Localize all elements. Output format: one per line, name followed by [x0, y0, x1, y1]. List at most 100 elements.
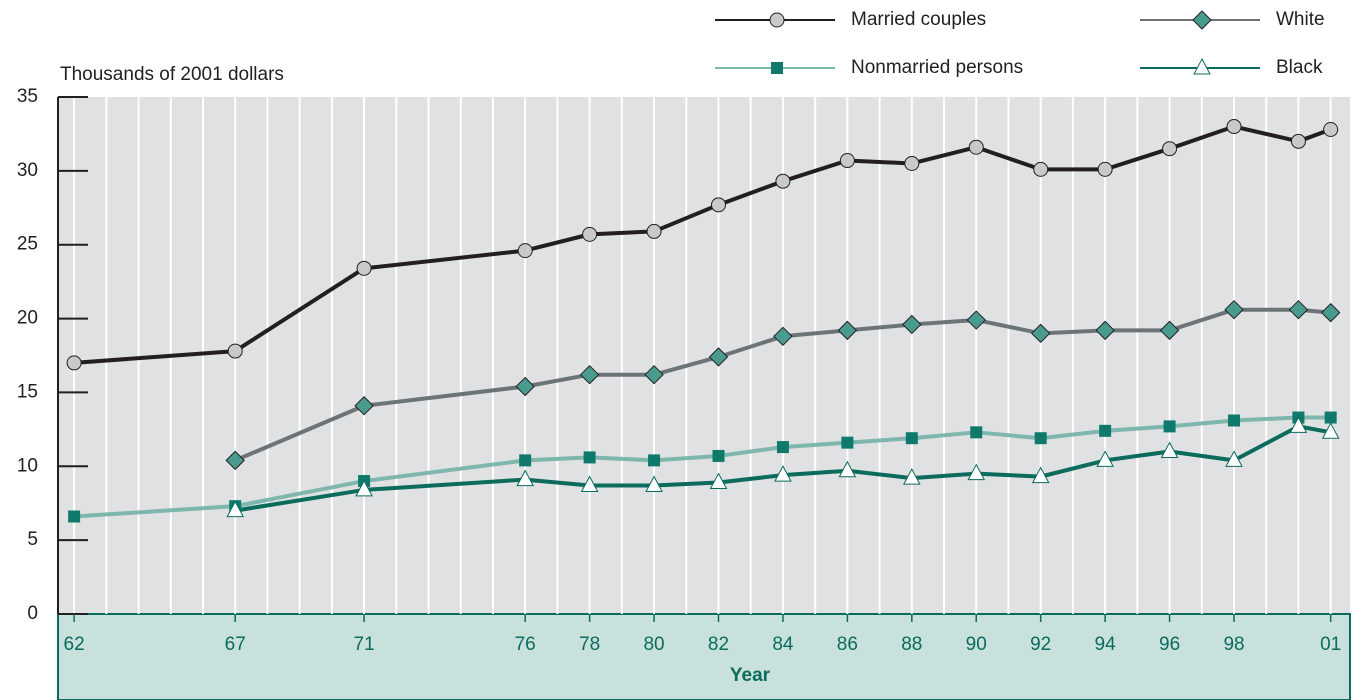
- marker: [516, 469, 535, 487]
- marker: [970, 426, 983, 439]
- marker: [708, 347, 729, 367]
- x-tick-label: 01: [1320, 634, 1341, 655]
- marker: [841, 436, 854, 449]
- marker: [966, 310, 986, 330]
- y-tick-label: 15: [17, 381, 38, 402]
- marker: [1324, 411, 1337, 424]
- marker: [226, 500, 245, 518]
- x-tick-label: 80: [643, 634, 664, 655]
- marker: [648, 454, 661, 467]
- marker: [1225, 450, 1243, 467]
- legend-label: Married couples: [851, 9, 986, 30]
- x-tick-label: 67: [225, 634, 246, 655]
- marker: [1224, 300, 1244, 320]
- x-tick-label: 88: [901, 634, 922, 655]
- marker: [356, 260, 372, 276]
- x-tick-label: 92: [1030, 634, 1051, 655]
- marker: [1096, 450, 1114, 467]
- marker: [354, 396, 374, 416]
- x-tick-label: 76: [515, 634, 536, 655]
- markers: [66, 119, 1341, 523]
- marker: [905, 432, 918, 445]
- marker: [1290, 133, 1306, 149]
- x-tick-label: 94: [1095, 634, 1117, 655]
- marker: [66, 355, 82, 371]
- x-axis-band: [57, 613, 1351, 700]
- marker: [1321, 422, 1340, 439]
- x-tick-label: 84: [772, 634, 794, 655]
- marker: [1323, 121, 1339, 137]
- marker: [1228, 414, 1241, 427]
- marker: [769, 12, 785, 28]
- y-tick-label: 25: [17, 234, 38, 255]
- y-tick-label: 0: [27, 603, 38, 624]
- marker: [355, 479, 373, 497]
- x-axis-label: Year: [730, 665, 771, 686]
- marker: [968, 139, 984, 155]
- x-tick-label: 86: [837, 634, 858, 655]
- marker: [838, 460, 857, 478]
- marker: [579, 364, 600, 385]
- marker: [580, 475, 599, 492]
- x-tick-label: 96: [1159, 634, 1180, 655]
- marker: [904, 155, 920, 171]
- y-tick-label: 30: [17, 160, 38, 181]
- marker: [1033, 161, 1049, 177]
- marker: [1226, 119, 1242, 135]
- marker: [644, 364, 664, 385]
- marker: [710, 197, 726, 213]
- marker: [776, 441, 789, 454]
- marker: [1159, 320, 1180, 341]
- marker: [967, 463, 986, 481]
- marker: [645, 475, 663, 492]
- x-tick-label: 90: [966, 634, 987, 655]
- marker: [68, 510, 81, 523]
- marker: [583, 451, 596, 464]
- marker: [1097, 161, 1113, 177]
- series-line: [234, 424, 1332, 513]
- marker: [712, 449, 725, 462]
- marker: [646, 223, 662, 239]
- marker: [1320, 302, 1341, 323]
- x-tick-label: 78: [579, 634, 600, 655]
- marker: [227, 343, 243, 359]
- marker: [774, 465, 792, 482]
- marker: [775, 173, 791, 189]
- legend: Married couples White Nonmarried persons Bl…: [715, 9, 1325, 78]
- marker: [771, 62, 783, 74]
- marker: [1031, 466, 1050, 484]
- series-line: [234, 307, 1331, 463]
- marker: [515, 376, 535, 397]
- marker: [1160, 441, 1179, 459]
- marker: [902, 314, 922, 335]
- plot-area: [58, 97, 1350, 614]
- marker: [773, 326, 793, 347]
- marker: [1095, 320, 1115, 341]
- marker: [517, 243, 533, 259]
- legend-label: Black: [1276, 57, 1323, 78]
- y-tick-label: 35: [17, 86, 38, 107]
- marker: [1192, 10, 1212, 30]
- marker: [1193, 57, 1211, 75]
- legend-label: White: [1276, 9, 1325, 30]
- x-tick-label: 98: [1223, 634, 1244, 655]
- marker: [1034, 432, 1047, 445]
- y-axis-label: Thousands of 2001 dollars: [60, 64, 284, 85]
- marker: [582, 226, 598, 242]
- y-tick-label: 20: [17, 308, 38, 329]
- marker: [1289, 416, 1308, 433]
- marker: [902, 468, 921, 485]
- legend-label: Nonmarried persons: [851, 57, 1023, 78]
- marker: [1162, 141, 1178, 157]
- y-tick-label: 10: [17, 455, 38, 476]
- x-tick-label: 71: [354, 634, 375, 655]
- marker: [1099, 424, 1112, 437]
- grid: [73, 97, 1332, 614]
- marker: [1288, 300, 1309, 320]
- marker: [837, 320, 858, 341]
- marker: [1030, 323, 1051, 344]
- marker: [519, 454, 532, 467]
- marker: [709, 472, 728, 490]
